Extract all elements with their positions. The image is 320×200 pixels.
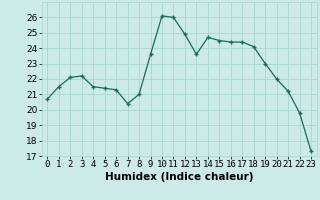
X-axis label: Humidex (Indice chaleur): Humidex (Indice chaleur) (105, 172, 253, 182)
